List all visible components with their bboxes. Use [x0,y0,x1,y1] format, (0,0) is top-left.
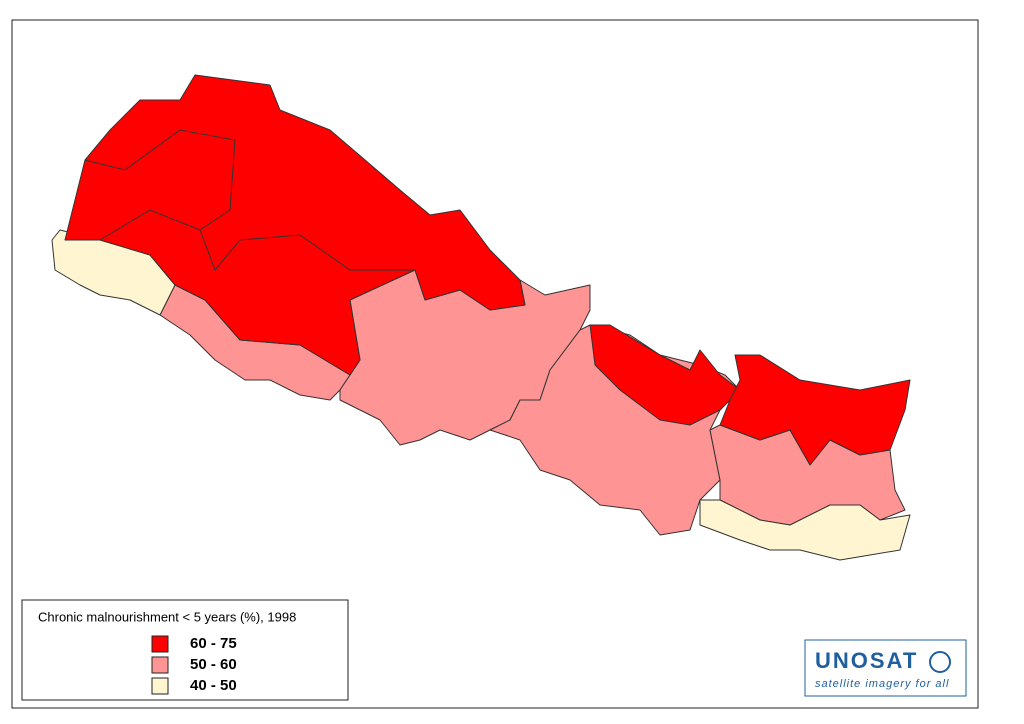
district-border [99,209,415,271]
district-border [84,129,236,231]
legend-swatch [151,677,169,695]
regions [51,74,911,561]
logo-tagline: satellite imagery for all [815,678,949,690]
legend-swatch [151,656,169,674]
region [699,499,911,561]
legend-swatch [151,635,169,653]
legend-label: 40 - 50 [190,677,237,694]
legend-title: Chronic malnourishment < 5 years (%), 19… [38,609,296,624]
legend-label: 50 - 60 [190,656,237,673]
region [719,354,911,466]
legend-label: 60 - 75 [190,635,237,652]
region [64,74,526,376]
un-emblem [929,651,951,673]
legend-box [21,599,349,701]
legend-items: 60 - 75 50 - 60 40 - 50 [151,635,237,695]
logo-name: UNOSAT [815,648,918,673]
